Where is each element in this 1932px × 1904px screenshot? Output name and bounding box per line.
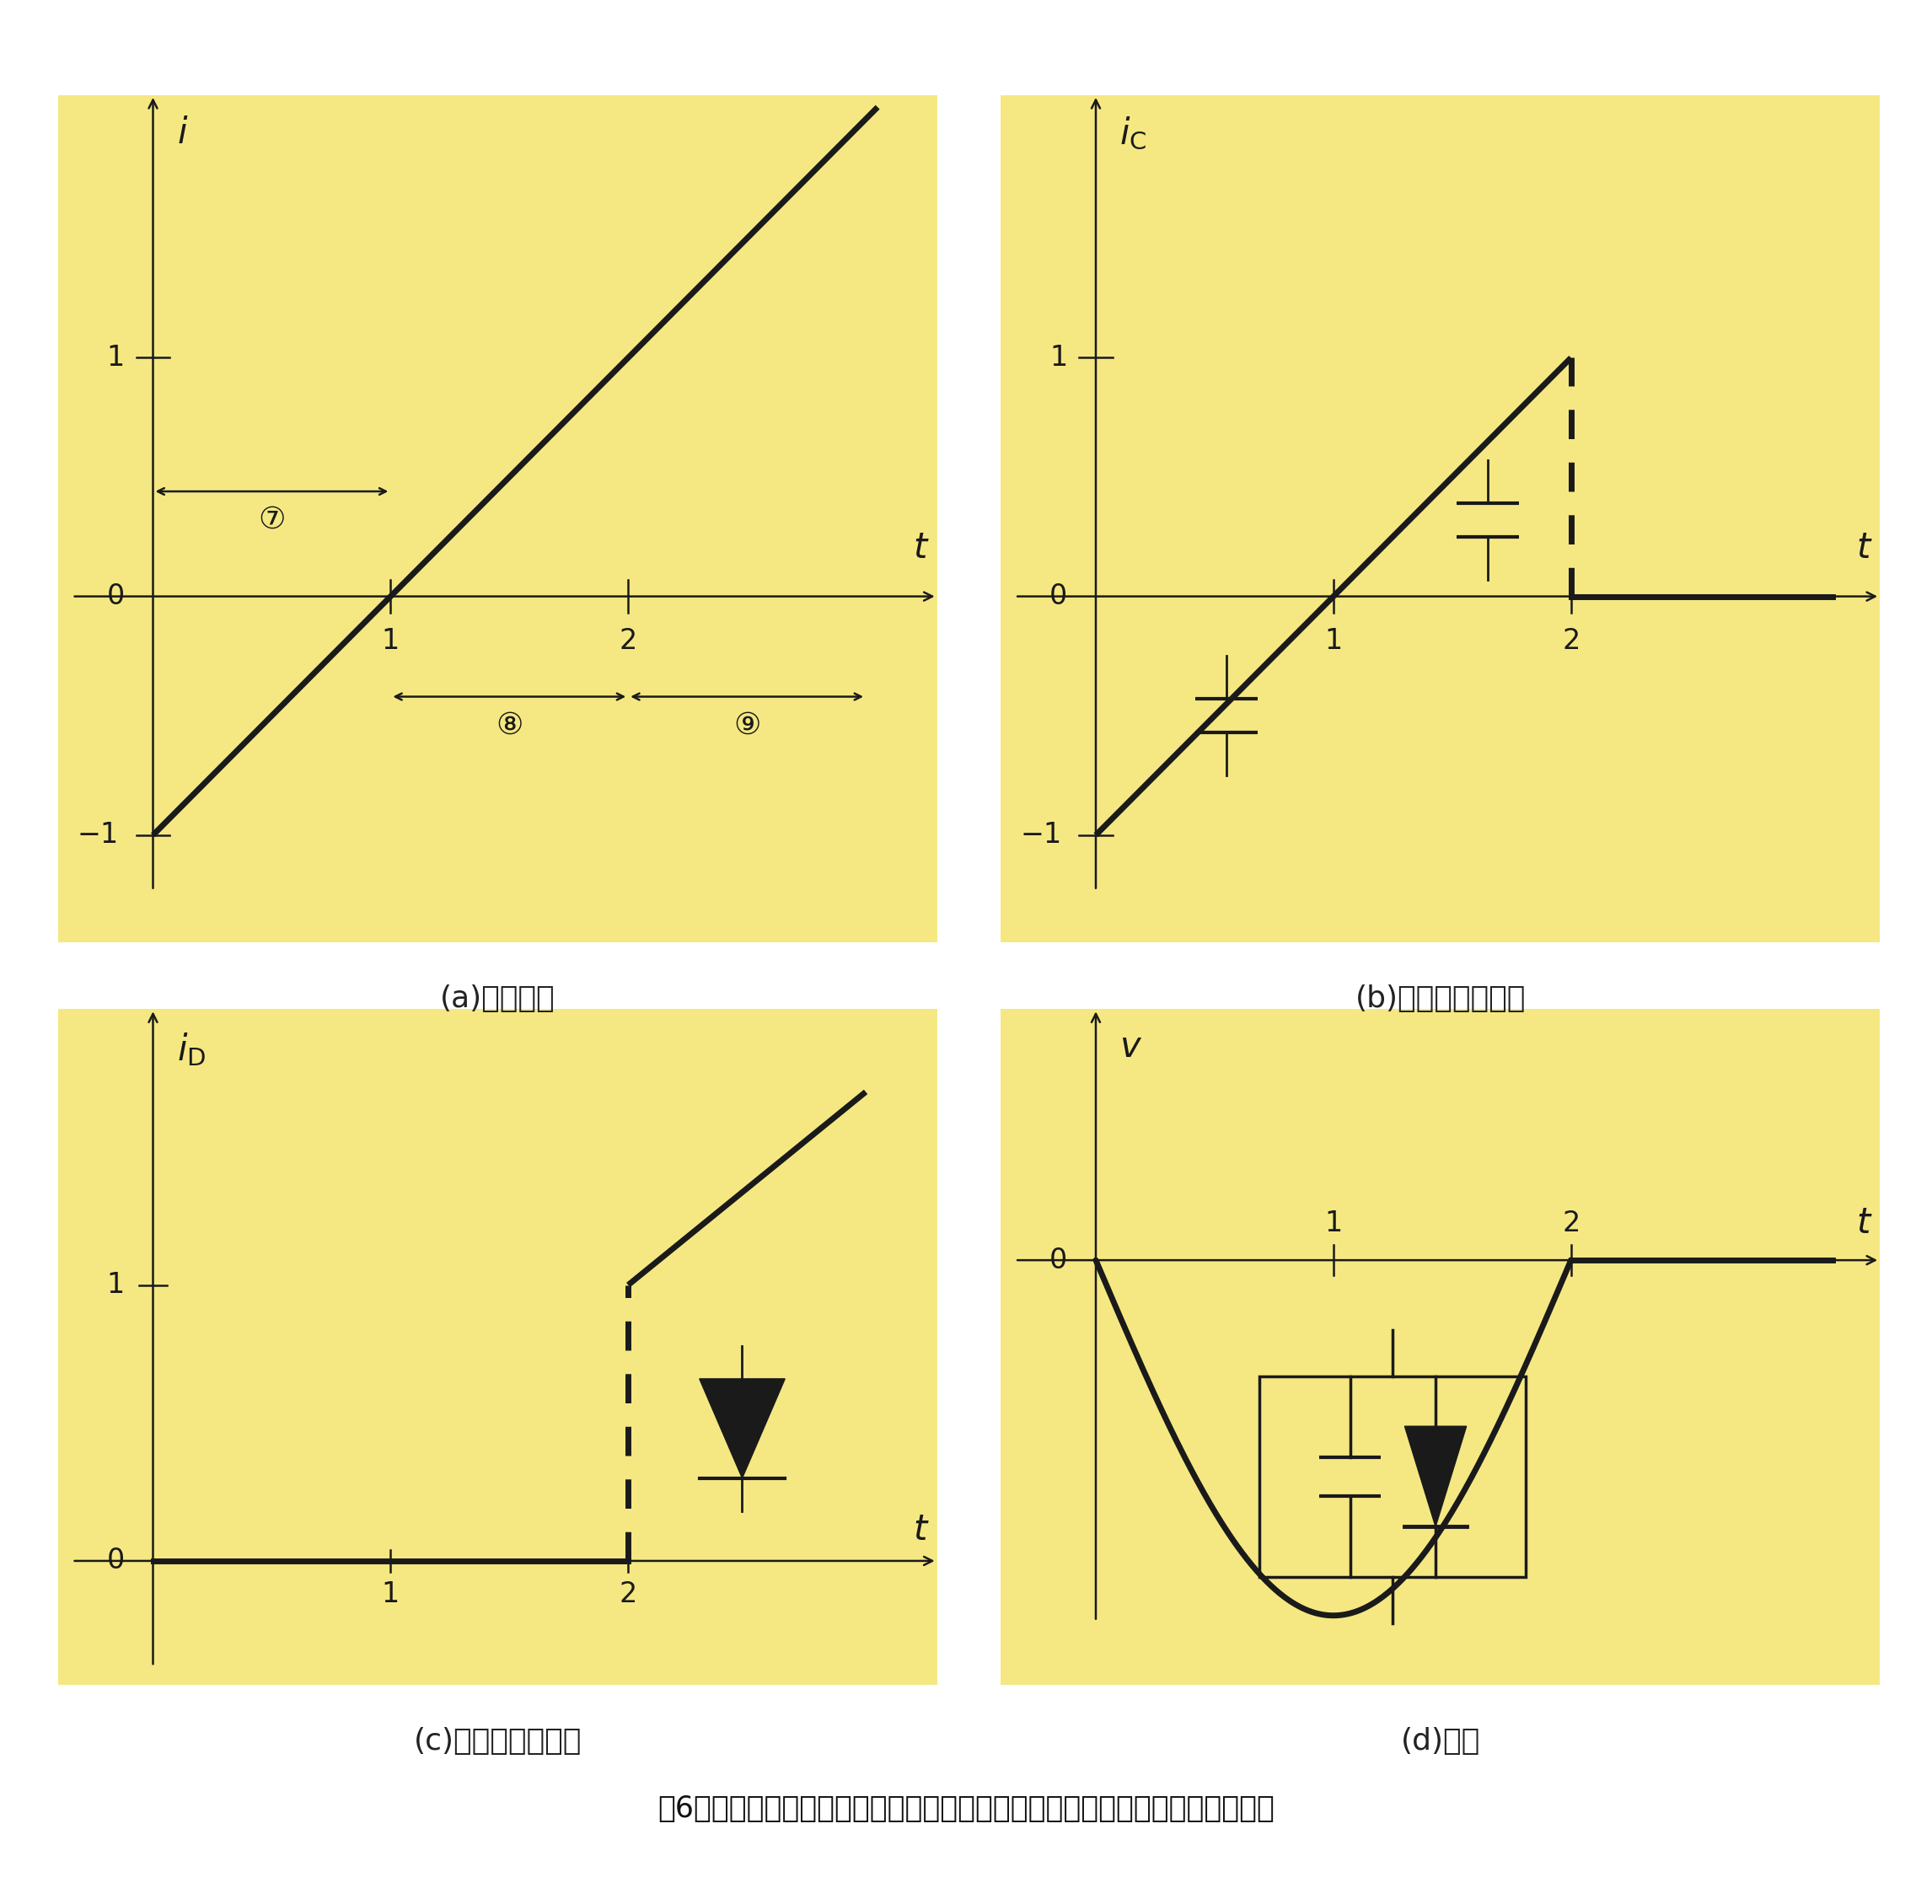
Polygon shape (1405, 1426, 1466, 1527)
Text: 0: 0 (106, 1546, 124, 1575)
Text: $t$: $t$ (914, 1512, 929, 1548)
Text: ⑦: ⑦ (259, 506, 286, 535)
Text: 嘷6　コンデンサとダイオードの並列接続回路に直線的に上昇する電流を入力: 嘷6 コンデンサとダイオードの並列接続回路に直線的に上昇する電流を入力 (657, 1794, 1275, 1824)
Text: 1: 1 (106, 1272, 124, 1299)
Text: 0: 0 (1049, 583, 1066, 611)
Text: 1: 1 (1049, 345, 1066, 371)
Text: 2: 2 (618, 1580, 638, 1609)
Text: $t$: $t$ (914, 529, 929, 565)
Text: (a)入力電流: (a)入力電流 (440, 984, 554, 1013)
Text: 1: 1 (383, 628, 400, 655)
Text: (d)電圧: (d)電圧 (1401, 1727, 1480, 1755)
Text: ⑧: ⑧ (497, 710, 524, 739)
Text: 1: 1 (1325, 1209, 1343, 1238)
Text: 0: 0 (106, 583, 124, 611)
Text: (b)コンデンサ電流: (b)コンデンサ電流 (1354, 984, 1526, 1013)
Polygon shape (699, 1378, 784, 1478)
Text: ⑨: ⑨ (734, 710, 761, 739)
Text: $i_\mathrm{D}$: $i_\mathrm{D}$ (176, 1032, 205, 1068)
Text: $v$: $v$ (1119, 1030, 1142, 1064)
Text: $t$: $t$ (1857, 1205, 1872, 1241)
Text: $t$: $t$ (1857, 529, 1872, 565)
Text: 0: 0 (1049, 1247, 1066, 1274)
Text: (c)ダイオード電流: (c)ダイオード電流 (413, 1727, 582, 1755)
Text: 2: 2 (1561, 628, 1580, 655)
Text: 2: 2 (1561, 1209, 1580, 1238)
Text: 1: 1 (383, 1580, 400, 1609)
Text: $i_\mathrm{C}$: $i_\mathrm{C}$ (1119, 116, 1148, 152)
Text: $-$1: $-$1 (77, 821, 118, 849)
Text: 1: 1 (106, 345, 124, 371)
Text: 2: 2 (618, 628, 638, 655)
Text: 1: 1 (1325, 628, 1343, 655)
Text: $i$: $i$ (176, 116, 187, 150)
Text: $-$1: $-$1 (1020, 821, 1061, 849)
